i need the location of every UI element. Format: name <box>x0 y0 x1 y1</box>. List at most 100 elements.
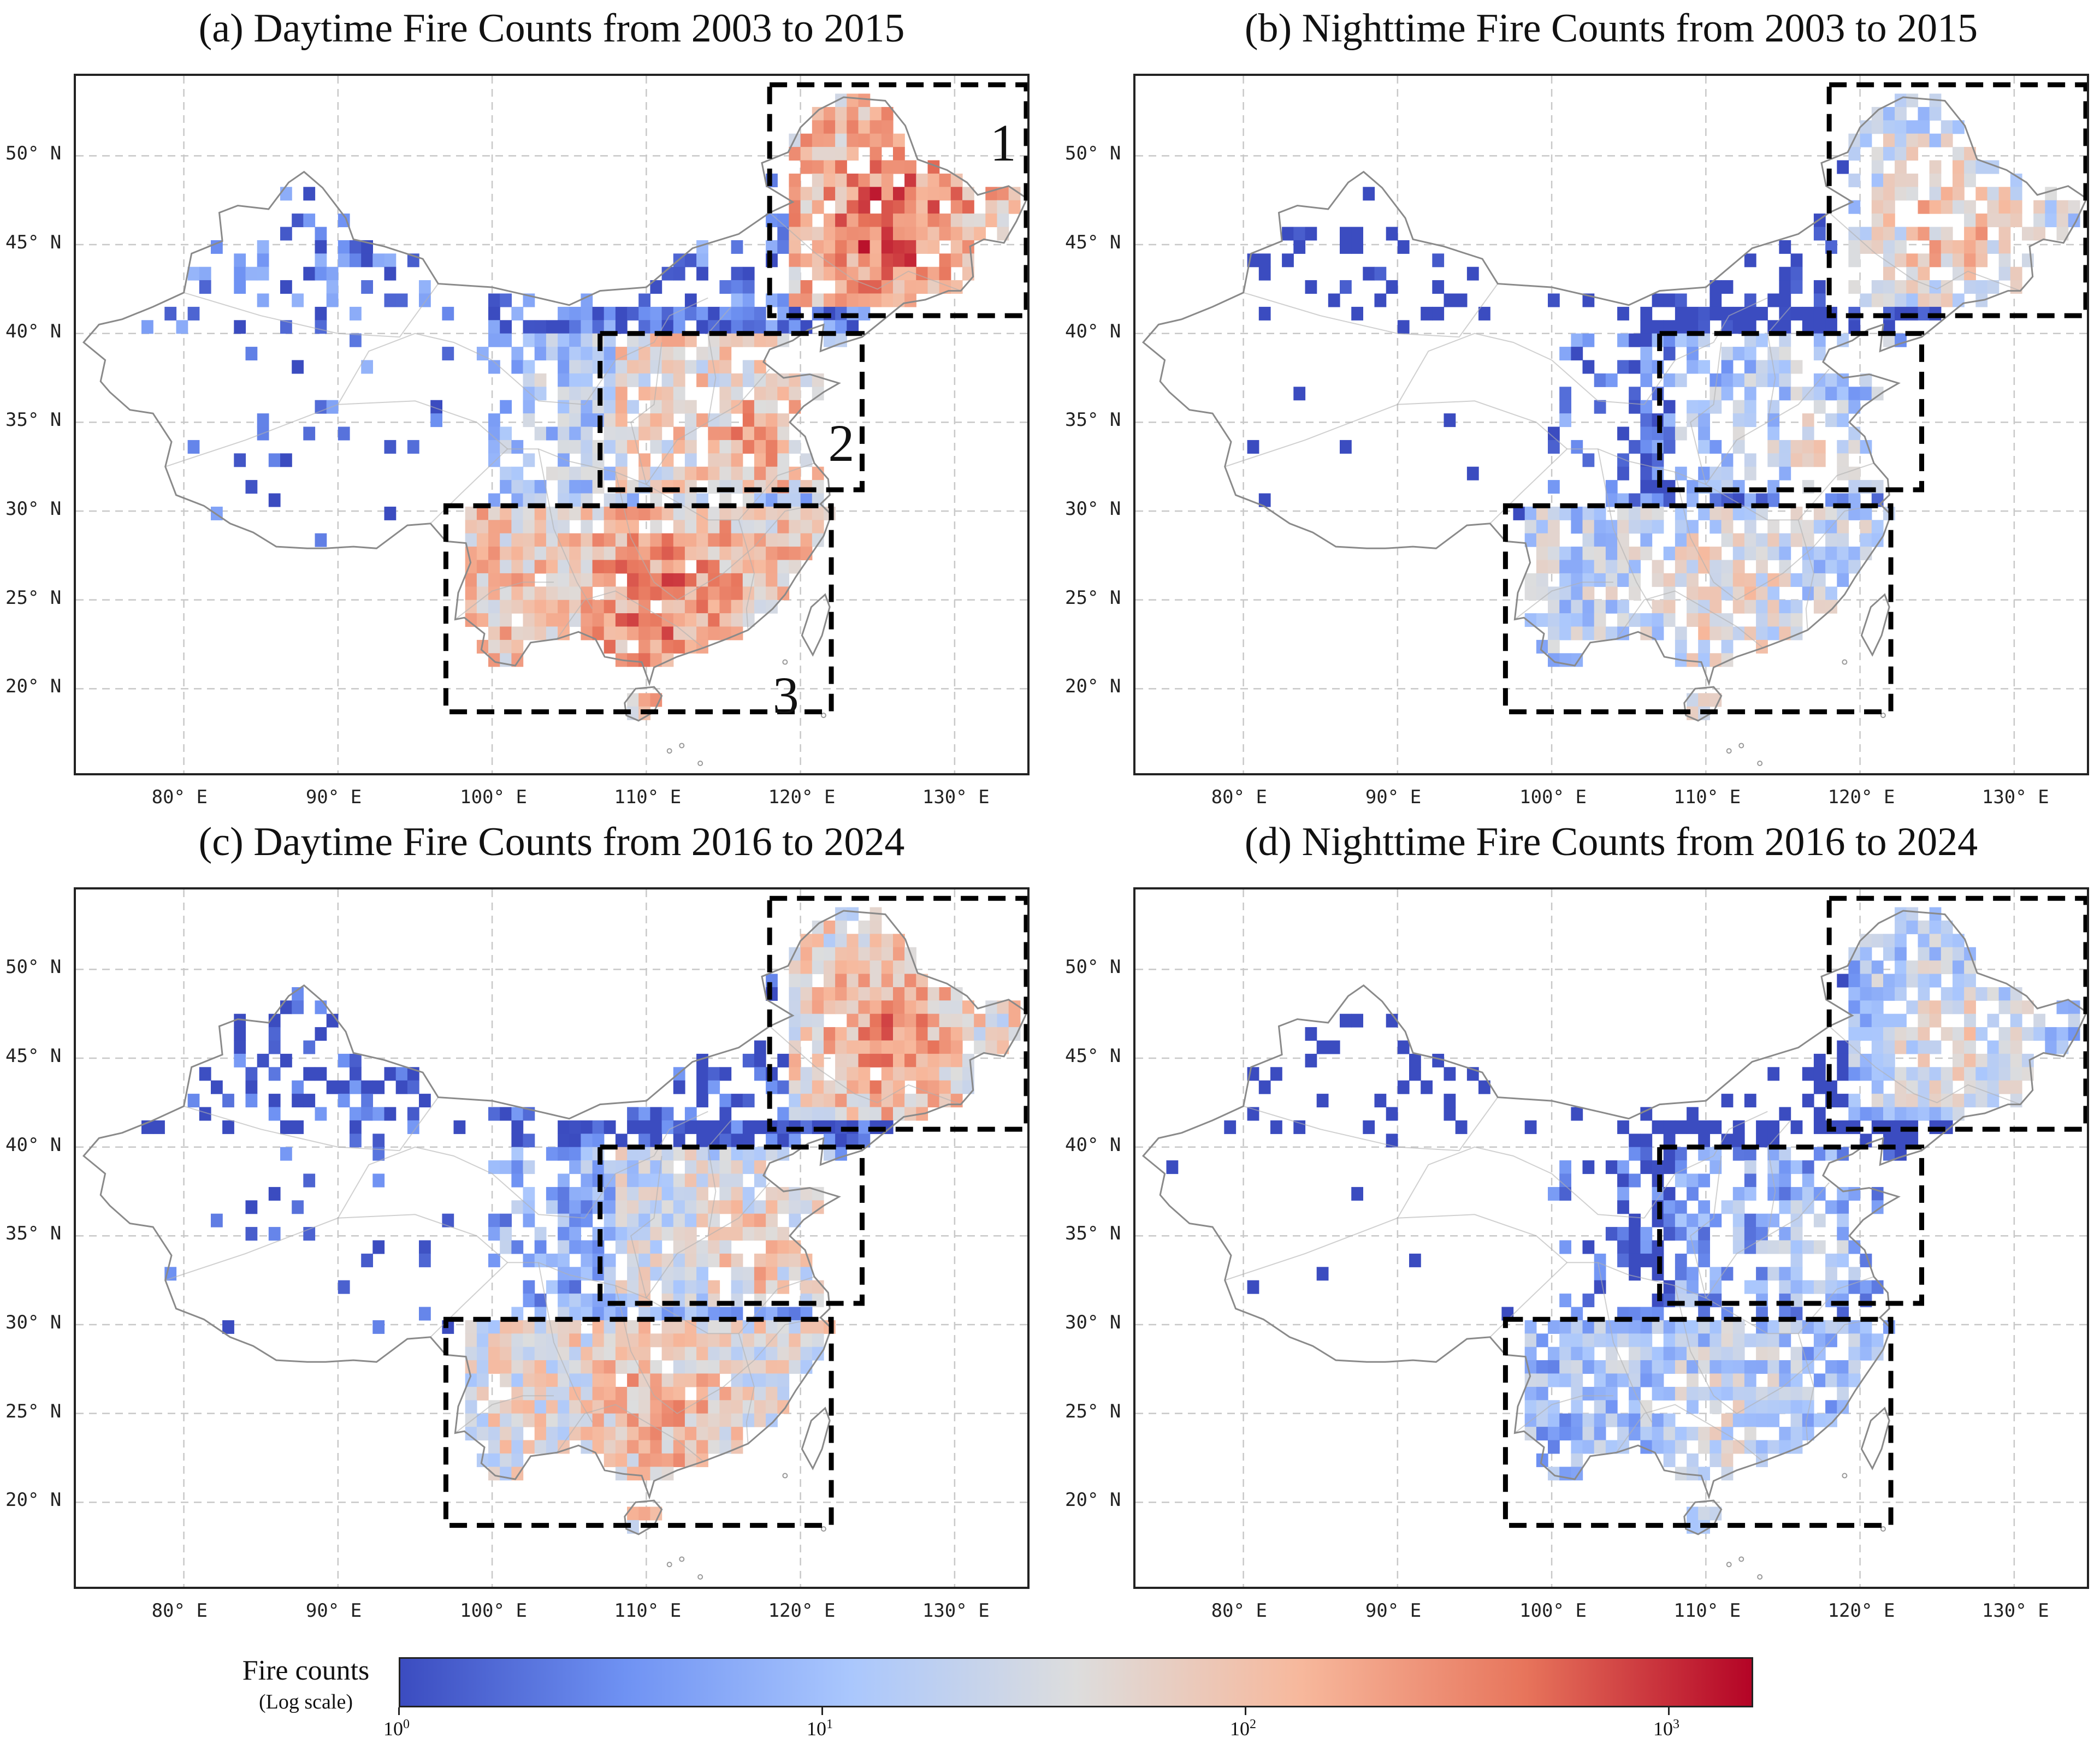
fire-cell <box>581 1346 593 1361</box>
fire-cell <box>615 1173 628 1188</box>
fire-cell <box>569 547 581 561</box>
fire-cell <box>1837 520 1849 534</box>
fire-cell <box>708 1080 720 1094</box>
fire-cell <box>731 533 743 547</box>
fire-cell <box>1732 626 1745 640</box>
fire-cell <box>800 293 813 307</box>
fire-cell <box>523 520 535 534</box>
fire-cell <box>627 1453 639 1467</box>
fire-cell <box>1629 586 1641 601</box>
fire-cell <box>569 1413 581 1427</box>
fire-cell <box>627 1467 639 1481</box>
fire-cell <box>1571 573 1583 587</box>
fire-cell <box>315 1000 327 1015</box>
fire-cell <box>638 693 650 707</box>
fire-cell <box>1640 413 1653 428</box>
fire-cell <box>488 560 500 574</box>
fire-cell <box>673 373 685 387</box>
fire-cell <box>904 266 916 281</box>
fire-cell <box>1571 1400 1583 1414</box>
fire-cell <box>1929 974 1942 988</box>
fire-cell <box>569 1320 581 1334</box>
fire-cell <box>592 506 605 520</box>
fire-cell <box>292 1094 304 1108</box>
fire-cell <box>638 1440 650 1454</box>
fire-cell <box>1282 253 1294 268</box>
fire-cell <box>824 974 836 988</box>
fire-cell <box>1166 1160 1179 1174</box>
fire-cell <box>1617 1373 1629 1387</box>
fire-cell <box>719 320 732 334</box>
fire-cell <box>338 1280 350 1294</box>
fire-cell <box>1675 1440 1687 1454</box>
fire-cell <box>1941 960 1953 975</box>
fire-cell <box>1409 1253 1421 1267</box>
fire-cell <box>1305 280 1317 294</box>
fire-cell <box>1779 1333 1791 1348</box>
fire-cell <box>1721 1200 1734 1214</box>
fire-cell <box>592 1440 605 1454</box>
province-boundary <box>1514 1395 1613 1434</box>
fire-cell <box>638 1506 650 1521</box>
fire-cell <box>824 320 836 334</box>
country-outline <box>82 96 1027 686</box>
fire-cell <box>1779 347 1791 361</box>
fire-cell <box>1732 1147 1745 1161</box>
fire-cell <box>615 1200 628 1214</box>
fire-cell <box>523 413 535 428</box>
fire-cell <box>1953 187 1965 201</box>
fire-cell <box>904 240 916 254</box>
fire-cell <box>581 1213 593 1227</box>
fire-cell <box>777 1187 790 1201</box>
fire-cell <box>1709 480 1722 494</box>
fire-cell <box>673 1147 685 1161</box>
fire-cell <box>1756 1240 1768 1254</box>
fire-cell <box>1640 360 1653 374</box>
fire-cell <box>881 960 894 975</box>
fire-cell <box>742 1333 755 1348</box>
fire-cell <box>1802 1400 1814 1414</box>
fire-cell <box>742 1213 755 1227</box>
region-box-1 <box>767 82 1027 318</box>
fire-cell <box>1813 1320 1826 1334</box>
fire-cell <box>754 1120 766 1134</box>
fire-cell <box>1594 1373 1606 1387</box>
fire-cell <box>442 306 454 321</box>
fire-cell <box>881 1000 894 1015</box>
fire-cell <box>638 387 650 401</box>
fire-cell <box>1444 1107 1456 1121</box>
fire-cell <box>708 1200 720 1214</box>
fire-cell <box>1895 987 1907 1001</box>
fire-cell <box>696 1280 708 1294</box>
fire-cell <box>1790 1253 1803 1267</box>
fire-cell <box>1559 347 1571 361</box>
fire-cell <box>812 133 824 147</box>
fire-cell <box>604 1427 616 1441</box>
fire-cell <box>789 387 801 401</box>
fire-cell <box>1640 520 1653 534</box>
fire-cell <box>916 1053 928 1067</box>
fire-cell <box>1571 547 1583 561</box>
fire-cell <box>1756 373 1768 387</box>
fire-cell <box>2010 1040 2022 1054</box>
fire-cell <box>997 200 1009 214</box>
fire-cell <box>534 1400 547 1414</box>
fire-cell <box>812 1200 824 1214</box>
fire-cell <box>1883 1053 1895 1067</box>
fire-cell <box>1698 320 1710 334</box>
fire-cell <box>1860 1000 1872 1015</box>
fire-cell <box>1582 1440 1595 1454</box>
fire-cell <box>1421 1080 1433 1094</box>
fire-cell <box>234 280 246 294</box>
fire-cell <box>881 173 894 187</box>
fire-cell <box>1732 1187 1745 1201</box>
fire-cell <box>407 1120 419 1134</box>
fire-cell <box>234 1040 246 1054</box>
fire-cell <box>708 466 720 480</box>
fire-cell <box>615 547 628 561</box>
fire-cell <box>1524 1400 1537 1414</box>
fire-cell <box>523 573 535 587</box>
fire-cell <box>1709 560 1722 574</box>
fire-cell <box>1594 1360 1606 1374</box>
fire-cell <box>754 1373 766 1387</box>
